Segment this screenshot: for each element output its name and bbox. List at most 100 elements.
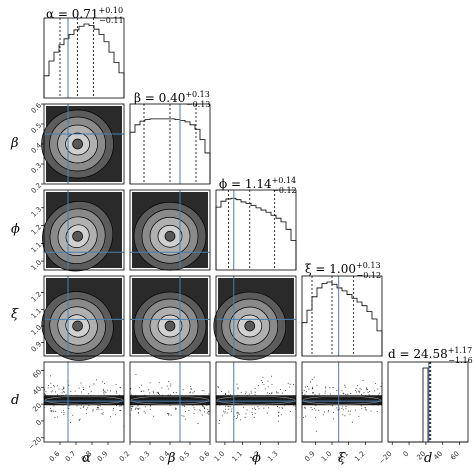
scatter-point-alpha-37 bbox=[109, 416, 111, 418]
scatter-point-xi-177 bbox=[377, 402, 379, 404]
scatter-point-alpha-111 bbox=[97, 401, 99, 403]
scatter-point-xi-178 bbox=[324, 390, 326, 392]
scatter-point-alpha-68 bbox=[120, 409, 122, 411]
scatter-point-phi-10 bbox=[218, 422, 220, 424]
scatter-point-beta-177 bbox=[189, 392, 191, 394]
scatter-point-phi-121 bbox=[247, 399, 249, 401]
scatter-point-beta-137 bbox=[190, 387, 192, 389]
scatter-point-phi-7 bbox=[288, 396, 290, 398]
scatter-point-beta-112 bbox=[157, 399, 159, 401]
scatter-point-xi-48 bbox=[322, 414, 324, 416]
xtick-label-xi-1: 1.0 bbox=[320, 450, 334, 464]
scatter-point-phi-34 bbox=[236, 412, 238, 414]
scatter-point-phi-84 bbox=[262, 376, 264, 378]
scatter-point-alpha-64 bbox=[47, 387, 49, 389]
title-xi-minus: −0.12 bbox=[357, 271, 382, 280]
scatter-point-xi-18 bbox=[341, 398, 343, 400]
scatter-point-beta-70 bbox=[202, 395, 204, 397]
scatter-point-alpha-34 bbox=[115, 414, 117, 416]
scatter-point-beta-147 bbox=[144, 412, 146, 414]
scatter-point-phi-165 bbox=[245, 413, 247, 415]
scatter-point-beta-150 bbox=[176, 397, 178, 399]
scatter-point-alpha-53 bbox=[115, 390, 117, 392]
scatter-point-phi-131 bbox=[217, 403, 219, 405]
scatter-point-xi-1 bbox=[304, 386, 306, 388]
scatter-point-beta-7 bbox=[168, 414, 170, 416]
ytick-label-xi-2: 1.1 bbox=[30, 307, 44, 321]
scatter-point-alpha-46 bbox=[44, 393, 46, 395]
xtick-label-beta-0: 0.2 bbox=[118, 450, 132, 464]
title-d: d = 24.58+1.17 −1.16 bbox=[388, 346, 473, 365]
scatter-point-xi-142 bbox=[377, 404, 379, 406]
title-alpha-minus: −0.11 bbox=[99, 16, 124, 25]
scatter-point-alpha-140 bbox=[120, 405, 122, 407]
ytick-label-d-3: 40 bbox=[31, 385, 43, 397]
scatter-point-xi-126 bbox=[342, 406, 344, 408]
scatter-point-phi-53 bbox=[250, 390, 252, 392]
contour-xi-alpha-4 bbox=[72, 320, 83, 332]
scatter-point-xi-8 bbox=[355, 390, 357, 392]
scatter-point-alpha-57 bbox=[76, 396, 78, 398]
scatter-point-beta-90 bbox=[140, 395, 142, 397]
scatter-point-beta-149 bbox=[170, 414, 172, 416]
scatter-point-alpha-47 bbox=[102, 411, 104, 413]
scatter-point-phi-144 bbox=[285, 398, 287, 400]
scatter-point-alpha-138 bbox=[44, 394, 46, 396]
scatter-point-alpha-25 bbox=[120, 401, 122, 403]
scatter-point-phi-76 bbox=[271, 404, 273, 406]
scatter-point-phi-79 bbox=[222, 395, 224, 397]
scatter-point-phi-47 bbox=[237, 412, 239, 414]
scatter-point-phi-142 bbox=[237, 394, 239, 396]
scatter-point-beta-167 bbox=[130, 394, 132, 396]
panel-xi-phi bbox=[213, 275, 297, 361]
scatter-point-beta-106 bbox=[149, 408, 151, 410]
scatter-point-alpha-106 bbox=[89, 386, 91, 388]
scatter-point-alpha-145 bbox=[90, 390, 92, 392]
scatter-point-alpha-179 bbox=[56, 385, 58, 387]
scatter-point-alpha-136 bbox=[101, 413, 103, 415]
xtick-label-d-0: −20 bbox=[378, 450, 394, 466]
scatter-point-alpha-26 bbox=[103, 391, 105, 393]
scatter-point-beta-4 bbox=[196, 397, 198, 399]
scatter-point-beta-13 bbox=[185, 401, 187, 403]
scatter-point-beta-154 bbox=[185, 396, 187, 398]
scatter-point-alpha-21 bbox=[83, 405, 85, 407]
scatter-point-xi-79 bbox=[343, 393, 345, 395]
scatter-point-beta-133 bbox=[182, 405, 184, 407]
scatter-point-alpha-48 bbox=[100, 398, 102, 400]
scatter-point-xi-102 bbox=[333, 418, 335, 420]
scatter-point-phi-16 bbox=[292, 384, 294, 386]
scatter-point-beta-85 bbox=[199, 410, 201, 412]
scatter-point-beta-80 bbox=[180, 402, 182, 404]
scatter-point-phi-90 bbox=[254, 394, 256, 396]
scatter-point-xi-145 bbox=[332, 386, 334, 388]
panel-phi-beta bbox=[129, 189, 211, 271]
scatter-point-beta-16 bbox=[192, 392, 194, 394]
histogram-d bbox=[388, 367, 468, 443]
scatter-point-phi-2 bbox=[224, 412, 226, 414]
scatter-point-xi-96 bbox=[314, 408, 316, 410]
scatter-point-beta-58 bbox=[167, 413, 169, 415]
scatter-point-xi-116 bbox=[315, 430, 317, 432]
scatter-point-xi-63 bbox=[360, 405, 362, 407]
scatter-point-phi-48 bbox=[248, 393, 250, 395]
scatter-point-xi-153 bbox=[354, 409, 356, 411]
scatter-point-alpha-33 bbox=[81, 404, 83, 406]
scatter-point-alpha-63 bbox=[79, 398, 81, 400]
scatter-point-alpha-97 bbox=[54, 410, 56, 412]
scatter-point-alpha-159 bbox=[88, 397, 90, 399]
scatter-point-xi-172 bbox=[310, 396, 312, 398]
scatter-point-beta-32 bbox=[207, 408, 209, 410]
scatter-point-beta-12 bbox=[161, 399, 163, 401]
scatter-point-phi-74 bbox=[224, 408, 226, 410]
scatter-point-phi-13 bbox=[266, 394, 268, 396]
frame-d-xi bbox=[301, 361, 383, 443]
scatter-point-xi-135 bbox=[348, 410, 350, 412]
scatter-point-beta-45 bbox=[186, 399, 188, 401]
scatter-point-xi-25 bbox=[362, 402, 364, 404]
scatter-point-phi-95 bbox=[237, 388, 239, 390]
scatter-point-beta-171 bbox=[193, 391, 195, 393]
scatter-point-phi-61 bbox=[249, 398, 251, 400]
scatter-point-phi-148 bbox=[245, 393, 247, 395]
